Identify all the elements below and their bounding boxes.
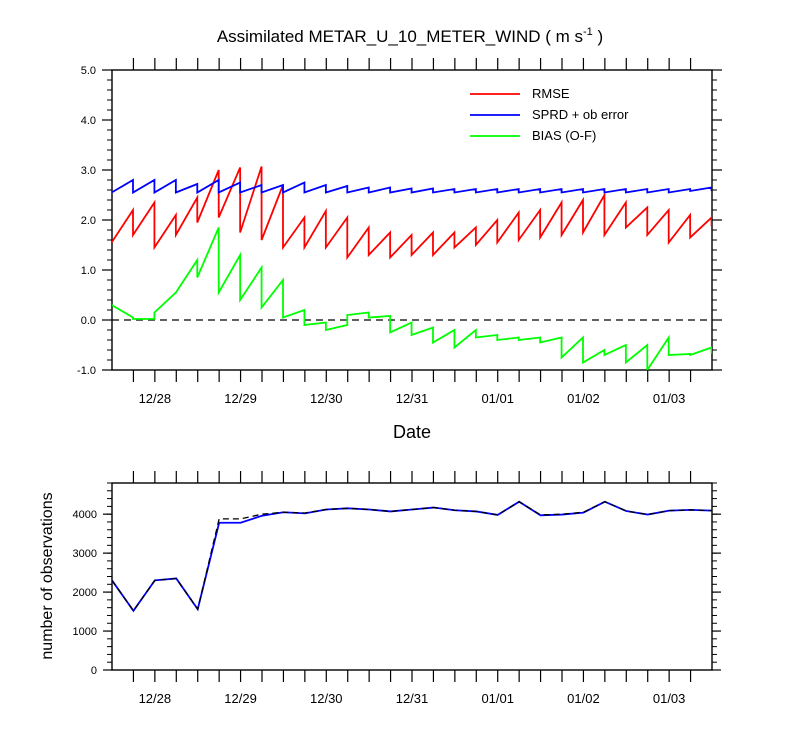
bottom-chart: 12/28 12/29 12/30 12/31 01/01 01/02 01/03 0 1000… [73,471,721,706]
y-tick-label: 2.0 [81,215,96,227]
top-chart-title: Assimilated METAR_U_10_METER_WIND ( m s-… [217,26,603,46]
x-tick-label: 01/02 [567,391,600,406]
y-tick-label: 5.0 [81,65,96,77]
bottom-chart-ylabel: number of observations [39,492,56,659]
x-tick-label: 01/03 [653,391,686,406]
x-tick-label: 12/28 [139,691,172,706]
y-tick-label: 1000 [73,626,97,638]
y-tick-label: 0 [91,665,97,677]
series-line-bias-o-f- [112,227,712,370]
y-tick-label: 2000 [73,587,97,599]
legend-label: RMSE [532,86,570,101]
x-tick-label: 12/29 [224,391,257,406]
y-tick-label: 3000 [73,548,97,560]
x-tick-label: 12/31 [396,691,429,706]
x-tick-label: 01/03 [653,691,686,706]
x-tick-label: 12/28 [139,391,172,406]
y-tick-label: 4000 [73,509,97,521]
x-tick-label: 01/01 [481,391,514,406]
plot-frame [111,482,713,671]
obs-line-possible [112,500,712,612]
series-line-sprd-ob-error [112,178,712,195]
x-tick-label: 01/01 [481,691,514,706]
top-chart-xlabel: Date [393,422,431,442]
x-tick-label: 12/30 [310,691,343,706]
x-tick-label: 12/31 [396,391,429,406]
legend-label: SPRD + ob error [532,107,629,122]
top-chart: 12/28 12/29 12/30 12/31 01/01 01/02 01/03 -1.0 0… [77,58,722,406]
y-tick-label: 0.0 [81,315,96,327]
series-line-rmse [112,166,712,261]
x-tick-label: 12/29 [224,691,257,706]
y-tick-label: 3.0 [81,165,96,177]
x-tick-label: 12/30 [310,391,343,406]
y-tick-label: -1.0 [77,365,96,377]
legend-label: BIAS (O-F) [532,128,596,143]
y-tick-label: 4.0 [81,115,96,127]
y-tick-label: 1.0 [81,265,96,277]
x-tick-label: 01/02 [567,691,600,706]
obs-line-assimilated [112,500,712,613]
